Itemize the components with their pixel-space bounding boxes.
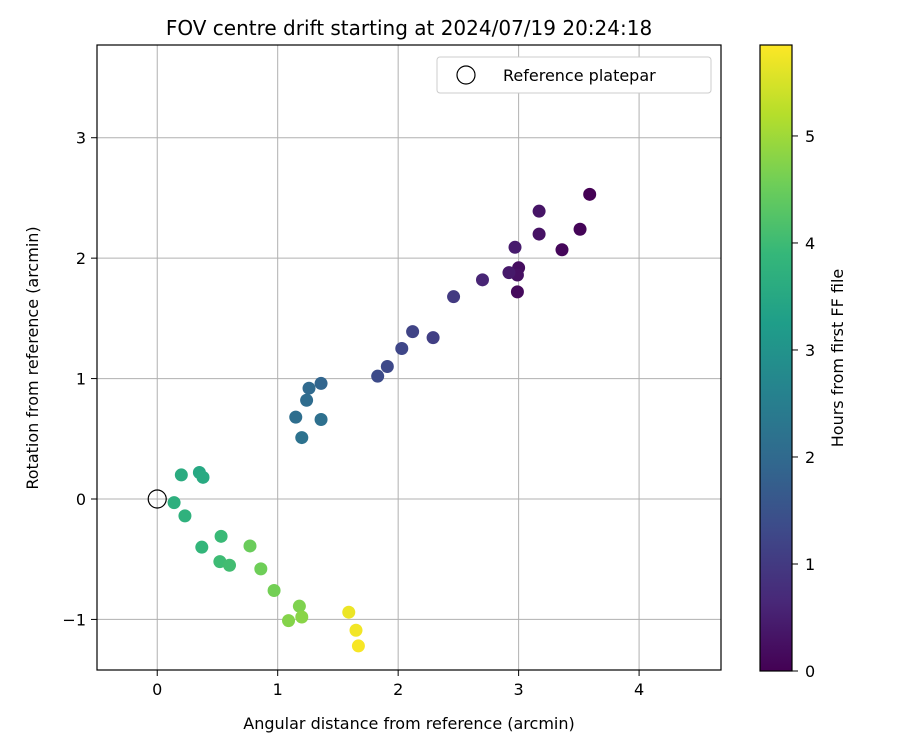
colorbar-tick-label: 3 xyxy=(805,341,815,360)
reference-platepar-marker xyxy=(147,489,167,509)
data-point xyxy=(532,227,546,241)
data-point xyxy=(195,540,209,554)
data-point xyxy=(475,273,489,287)
data-point xyxy=(555,243,569,257)
legend-reference-marker xyxy=(456,65,476,85)
data-point xyxy=(223,558,237,572)
data-point xyxy=(295,610,309,624)
x-tick-label: 3 xyxy=(514,680,524,699)
data-point xyxy=(289,410,303,424)
y-tick-label: 2 xyxy=(76,249,86,268)
data-point xyxy=(302,381,316,395)
plot-frame xyxy=(96,44,722,671)
data-point xyxy=(447,290,461,304)
data-point xyxy=(510,285,524,299)
data-point xyxy=(295,431,309,445)
colorbar-tick-label: 2 xyxy=(805,448,815,467)
y-tick-label: 1 xyxy=(76,370,86,389)
x-tick-label: 1 xyxy=(273,680,283,699)
x-tick-label: 2 xyxy=(393,680,403,699)
colorbar-ticks: 0 1 2 3 4 5 xyxy=(792,127,815,681)
data-points xyxy=(167,187,597,653)
gridlines xyxy=(97,45,721,670)
data-point xyxy=(583,187,597,201)
data-point xyxy=(502,266,516,280)
data-point xyxy=(167,496,181,510)
legend-box xyxy=(436,56,712,94)
data-point xyxy=(573,222,587,236)
data-point xyxy=(342,605,356,619)
y-axis-ticks: −1 0 1 2 3 xyxy=(62,129,97,629)
colorbar-fill xyxy=(759,44,793,672)
data-point xyxy=(254,562,268,576)
x-tick-label: 0 xyxy=(152,680,162,699)
data-point xyxy=(300,393,314,407)
data-point xyxy=(395,341,409,355)
y-axis-label: Rotation from reference (arcmin) xyxy=(23,226,42,489)
colorbar-tick-label: 4 xyxy=(805,234,815,253)
data-point xyxy=(380,360,394,374)
data-point xyxy=(314,376,328,390)
data-point xyxy=(349,623,363,637)
colorbar-tick-label: 0 xyxy=(805,662,815,681)
y-tick-label: 3 xyxy=(76,129,86,148)
x-axis-ticks: 0 1 2 3 4 xyxy=(152,670,644,699)
data-point xyxy=(406,325,420,339)
data-point xyxy=(214,529,228,543)
data-point xyxy=(371,369,385,383)
data-point xyxy=(243,539,257,553)
legend-reference-label: Reference platepar xyxy=(503,66,656,85)
x-axis-label: Angular distance from reference (arcmin) xyxy=(243,714,574,733)
data-point xyxy=(426,331,440,345)
x-tick-label: 4 xyxy=(634,680,644,699)
data-point xyxy=(292,599,306,613)
data-point xyxy=(314,413,328,427)
chart-title: FOV centre drift starting at 2024/07/19 … xyxy=(166,16,652,40)
y-tick-label: 0 xyxy=(76,490,86,509)
data-point xyxy=(532,204,546,218)
data-point xyxy=(267,584,281,598)
y-tick-label: −1 xyxy=(62,610,86,629)
data-point xyxy=(178,509,192,523)
data-point xyxy=(351,639,365,653)
plot-background xyxy=(97,45,721,670)
data-point xyxy=(282,614,296,628)
data-point xyxy=(508,240,522,254)
colorbar-label: Hours from first FF file xyxy=(828,269,847,448)
legend: Reference platepar xyxy=(436,56,712,94)
colorbar-tick-label: 5 xyxy=(805,127,815,146)
data-point xyxy=(196,470,210,484)
plot-area xyxy=(96,44,722,671)
colorbar-tick-label: 1 xyxy=(805,555,815,574)
colorbar: 0 1 2 3 4 5 Hours from first FF file xyxy=(759,44,847,681)
data-point xyxy=(174,468,188,482)
